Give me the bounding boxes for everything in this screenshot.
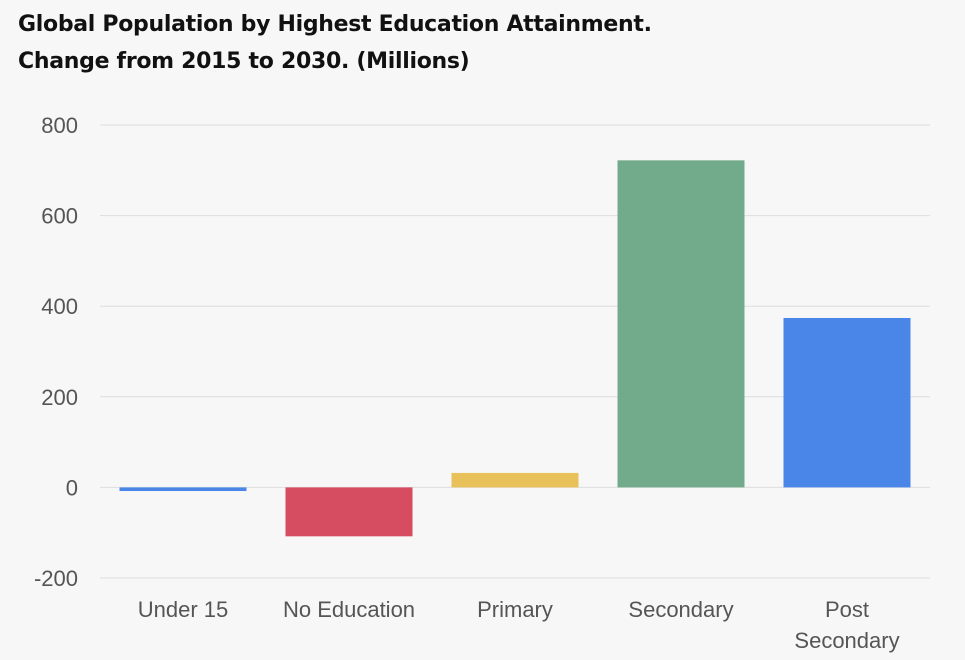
- bar: [783, 317, 911, 488]
- y-tick-label: 0: [66, 475, 78, 500]
- x-tick-label: Post Secondary: [794, 597, 899, 653]
- x-tick-label: No Education: [283, 597, 415, 622]
- y-tick-label: -200: [34, 566, 78, 591]
- x-tick-label: Primary: [477, 597, 553, 622]
- chart-title-line-2: Change from 2015 to 2030. (Millions): [18, 49, 470, 74]
- x-tick-label: Secondary: [628, 597, 733, 622]
- bars: [119, 160, 911, 537]
- chart-title: Global Population by Highest Education A…: [18, 6, 652, 80]
- y-axis: 800 600 400 200 0 -200: [34, 113, 78, 591]
- y-tick-label: 600: [41, 204, 78, 229]
- bar: [617, 160, 745, 488]
- x-tick-label: Under 15: [138, 597, 229, 622]
- bar: [285, 487, 413, 537]
- y-tick-label: 400: [41, 294, 78, 319]
- bar: [451, 472, 579, 488]
- y-tick-label: 800: [41, 113, 78, 138]
- y-tick-label: 200: [41, 385, 78, 410]
- chart-title-line-1: Global Population by Highest Education A…: [18, 12, 652, 37]
- x-axis: Under 15 No Education Primary Secondary Post…: [138, 597, 900, 653]
- bar: [119, 487, 247, 492]
